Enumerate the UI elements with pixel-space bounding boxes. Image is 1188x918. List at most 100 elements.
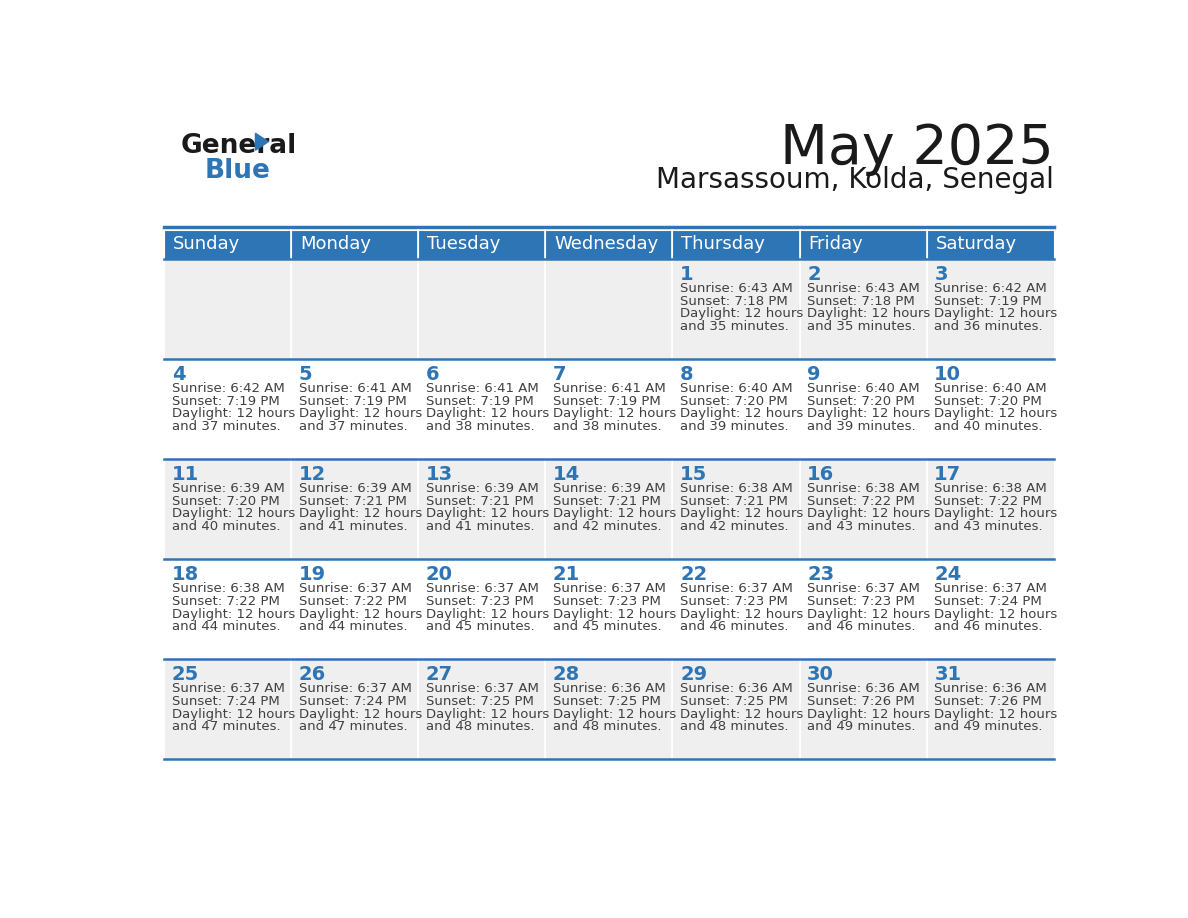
Text: and 37 minutes.: and 37 minutes. — [298, 420, 407, 433]
Bar — [291, 259, 418, 359]
Text: Sunset: 7:19 PM: Sunset: 7:19 PM — [552, 395, 661, 408]
Text: Thursday: Thursday — [681, 235, 765, 253]
Bar — [418, 259, 545, 359]
Text: Sunrise: 6:36 AM: Sunrise: 6:36 AM — [680, 682, 792, 695]
Bar — [800, 559, 927, 659]
Text: Sunrise: 6:37 AM: Sunrise: 6:37 AM — [934, 582, 1047, 595]
Text: Friday: Friday — [808, 235, 864, 253]
Bar — [672, 459, 800, 559]
Bar — [672, 230, 800, 259]
Text: 11: 11 — [171, 465, 198, 484]
Text: and 36 minutes.: and 36 minutes. — [934, 320, 1043, 333]
Text: May 2025: May 2025 — [781, 122, 1054, 175]
Text: and 39 minutes.: and 39 minutes. — [807, 420, 916, 433]
Text: Sunset: 7:22 PM: Sunset: 7:22 PM — [807, 495, 915, 508]
Text: and 48 minutes.: and 48 minutes. — [552, 721, 662, 733]
Text: Sunrise: 6:37 AM: Sunrise: 6:37 AM — [298, 682, 411, 695]
Text: and 35 minutes.: and 35 minutes. — [680, 320, 789, 333]
Bar — [164, 459, 291, 559]
Text: 7: 7 — [552, 365, 567, 384]
Text: and 49 minutes.: and 49 minutes. — [807, 721, 916, 733]
Text: and 42 minutes.: and 42 minutes. — [680, 521, 789, 533]
Bar — [800, 259, 927, 359]
Text: Daylight: 12 hours: Daylight: 12 hours — [298, 608, 422, 621]
Text: Daylight: 12 hours: Daylight: 12 hours — [807, 608, 930, 621]
Text: Sunrise: 6:37 AM: Sunrise: 6:37 AM — [425, 682, 538, 695]
Text: Sunrise: 6:38 AM: Sunrise: 6:38 AM — [171, 582, 284, 595]
Text: Blue: Blue — [204, 158, 270, 184]
Text: Sunset: 7:23 PM: Sunset: 7:23 PM — [680, 595, 788, 608]
Text: Sunset: 7:22 PM: Sunset: 7:22 PM — [934, 495, 1042, 508]
Text: Sunset: 7:20 PM: Sunset: 7:20 PM — [807, 395, 915, 408]
Text: Sunset: 7:23 PM: Sunset: 7:23 PM — [552, 595, 661, 608]
Bar — [291, 359, 418, 459]
Text: Sunset: 7:19 PM: Sunset: 7:19 PM — [934, 295, 1042, 308]
Text: Sunset: 7:20 PM: Sunset: 7:20 PM — [680, 395, 788, 408]
Text: 12: 12 — [298, 465, 326, 484]
Text: 6: 6 — [425, 365, 440, 384]
Text: 13: 13 — [425, 465, 453, 484]
Text: Sunday: Sunday — [173, 235, 240, 253]
Text: Sunrise: 6:41 AM: Sunrise: 6:41 AM — [552, 382, 665, 395]
Text: and 40 minutes.: and 40 minutes. — [171, 521, 280, 533]
Bar — [672, 659, 800, 759]
Text: Sunset: 7:25 PM: Sunset: 7:25 PM — [552, 695, 661, 708]
Text: Sunset: 7:19 PM: Sunset: 7:19 PM — [171, 395, 279, 408]
Text: Sunrise: 6:39 AM: Sunrise: 6:39 AM — [425, 482, 538, 495]
Text: and 35 minutes.: and 35 minutes. — [807, 320, 916, 333]
Text: Sunset: 7:20 PM: Sunset: 7:20 PM — [934, 395, 1042, 408]
Text: Daylight: 12 hours: Daylight: 12 hours — [807, 408, 930, 420]
Text: Sunset: 7:25 PM: Sunset: 7:25 PM — [425, 695, 533, 708]
Bar — [545, 359, 672, 459]
Text: 18: 18 — [171, 565, 198, 584]
Text: 4: 4 — [171, 365, 185, 384]
Text: Daylight: 12 hours: Daylight: 12 hours — [807, 308, 930, 320]
Bar — [164, 559, 291, 659]
Text: 9: 9 — [807, 365, 821, 384]
Text: Sunrise: 6:42 AM: Sunrise: 6:42 AM — [934, 282, 1047, 295]
Text: and 49 minutes.: and 49 minutes. — [934, 721, 1043, 733]
Text: Sunrise: 6:41 AM: Sunrise: 6:41 AM — [425, 382, 538, 395]
Text: Sunrise: 6:42 AM: Sunrise: 6:42 AM — [171, 382, 284, 395]
Text: 21: 21 — [552, 565, 580, 584]
Text: and 46 minutes.: and 46 minutes. — [680, 621, 789, 633]
Text: Sunrise: 6:37 AM: Sunrise: 6:37 AM — [807, 582, 920, 595]
Text: Sunset: 7:22 PM: Sunset: 7:22 PM — [171, 595, 279, 608]
Text: Daylight: 12 hours: Daylight: 12 hours — [298, 408, 422, 420]
Text: 1: 1 — [680, 265, 694, 284]
Text: Sunrise: 6:37 AM: Sunrise: 6:37 AM — [552, 582, 665, 595]
Text: Marsassoum, Kolda, Senegal: Marsassoum, Kolda, Senegal — [656, 165, 1054, 194]
Bar — [418, 459, 545, 559]
Text: Daylight: 12 hours: Daylight: 12 hours — [680, 708, 803, 721]
Text: Sunrise: 6:40 AM: Sunrise: 6:40 AM — [680, 382, 792, 395]
Bar — [164, 230, 291, 259]
Text: Daylight: 12 hours: Daylight: 12 hours — [552, 708, 676, 721]
Text: and 37 minutes.: and 37 minutes. — [171, 420, 280, 433]
Text: Monday: Monday — [301, 235, 371, 253]
Bar — [927, 259, 1054, 359]
Bar — [927, 230, 1054, 259]
Text: Sunrise: 6:43 AM: Sunrise: 6:43 AM — [807, 282, 920, 295]
Text: Sunrise: 6:36 AM: Sunrise: 6:36 AM — [934, 682, 1047, 695]
Text: Sunset: 7:22 PM: Sunset: 7:22 PM — [298, 595, 406, 608]
Text: Daylight: 12 hours: Daylight: 12 hours — [680, 308, 803, 320]
Bar — [418, 659, 545, 759]
Text: Sunset: 7:21 PM: Sunset: 7:21 PM — [552, 495, 661, 508]
Text: 27: 27 — [425, 666, 453, 684]
Text: 5: 5 — [298, 365, 312, 384]
Bar — [800, 659, 927, 759]
Text: Sunrise: 6:41 AM: Sunrise: 6:41 AM — [298, 382, 411, 395]
Bar — [418, 230, 545, 259]
Text: Sunrise: 6:38 AM: Sunrise: 6:38 AM — [807, 482, 920, 495]
Text: 25: 25 — [171, 666, 198, 684]
Text: Sunset: 7:21 PM: Sunset: 7:21 PM — [425, 495, 533, 508]
Text: Sunset: 7:18 PM: Sunset: 7:18 PM — [807, 295, 915, 308]
Text: Sunrise: 6:38 AM: Sunrise: 6:38 AM — [934, 482, 1047, 495]
Bar — [927, 459, 1054, 559]
Bar — [418, 559, 545, 659]
Bar — [291, 459, 418, 559]
Bar — [545, 459, 672, 559]
Text: Daylight: 12 hours: Daylight: 12 hours — [425, 708, 549, 721]
Bar — [800, 459, 927, 559]
Text: Daylight: 12 hours: Daylight: 12 hours — [171, 608, 295, 621]
